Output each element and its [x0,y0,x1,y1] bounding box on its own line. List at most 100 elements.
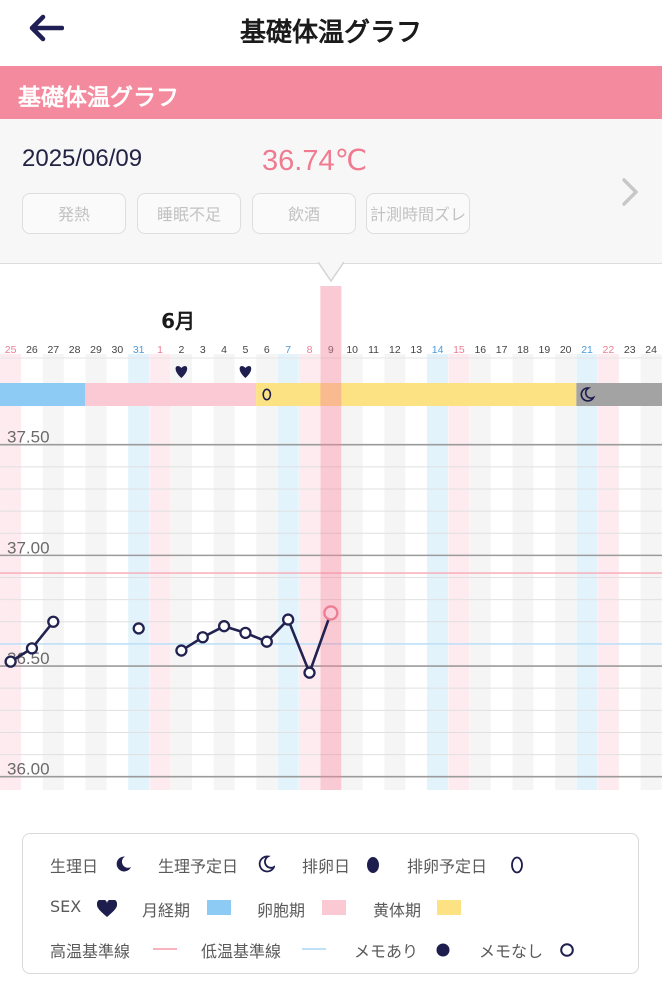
tag-time-shift[interactable]: 計測時間ズレ [366,193,470,234]
day-column-bg [256,354,278,790]
day-label: 2 [178,344,184,356]
egg-filled-icon [367,857,379,873]
tag-drinking[interactable]: 飲酒 [252,193,356,234]
tag-lack-of-sleep[interactable]: 睡眠不足 [137,193,241,234]
day-label: 4 [221,344,227,356]
temperature-line-segment [286,618,311,674]
legend-label-luteal: 黄体期 [373,901,422,920]
selected-date: 2025/06/09 [22,145,143,172]
selected-temperature: 36.74℃ [262,145,368,177]
day-label: 25 [5,344,17,356]
day-label: 13 [410,344,422,356]
moon-outline-icon [580,387,596,402]
luteal-swatch [437,900,461,915]
phase-band-predicted [576,383,662,406]
day-label: 16 [474,344,486,356]
day-label: 27 [47,344,59,356]
day-column-bg [42,354,64,790]
selected-day-highlight [320,286,342,790]
section-title: 基礎体温グラフ [18,85,179,111]
high-baseline-swatch [153,948,177,950]
day-label: 20 [560,344,572,356]
app-bar: 基礎体温グラフ [0,0,662,64]
day-column-bg [597,354,619,790]
day-label: 29 [90,344,102,356]
legend-label-period: 生理日 [50,857,99,876]
legend-label-ovulation: 排卵日 [302,857,351,876]
legend-label-sex: SEX [50,897,82,916]
day-label: 21 [581,344,593,356]
egg-outline-icon [511,856,523,874]
temperature-point [260,635,273,648]
day-label: 7 [285,344,291,356]
day-column-bg [427,354,449,790]
day-label: 1 [157,344,163,356]
arrow-left-icon [29,14,64,42]
y-tick-label: 36.00 [7,760,50,779]
y-tick-label: 37.50 [7,428,50,447]
day-label: 24 [645,344,657,356]
follicular-swatch [322,900,346,915]
tag-fever[interactable]: 発熱 [22,193,126,234]
moon-filled-icon [116,856,131,872]
day-column-bg [555,354,577,790]
day-column-bg [170,354,192,790]
dot-outline-icon [560,943,574,957]
day-label: 19 [539,344,551,356]
day-label: 9 [328,344,334,356]
temperature-line-segment [308,611,333,674]
day-label: 8 [307,344,313,356]
day-column-bg [640,354,662,790]
day-column-bg [512,354,534,790]
chevron-right-icon [622,178,638,206]
temperature-point [303,666,316,679]
day-label: 17 [496,344,508,356]
low-baseline-swatch [302,948,326,950]
legend-label-no-memo: メモなし [479,942,544,961]
day-label: 22 [603,344,615,356]
next-day-button[interactable] [618,175,644,209]
day-column-bg [213,354,235,790]
day-column-bg [299,354,320,790]
legend-label-memo: メモあり [354,942,419,961]
back-button[interactable] [22,8,70,48]
temperature-point [239,626,252,639]
day-column-bg [448,354,470,790]
day-label: 15 [453,344,465,356]
day-column-bg [128,354,150,790]
menstrual-swatch [207,900,231,915]
temperature-point [175,644,188,657]
egg-outline-icon [262,388,272,401]
day-column-bg [277,354,299,790]
legend-label-high-baseline: 高温基準線 [50,942,131,961]
day-label: 14 [432,344,444,356]
day-label: 5 [243,344,249,356]
month-label: 6月 [161,309,195,333]
legend-label-follicular: 卵胞期 [257,901,306,920]
selection-pointer [318,262,344,282]
day-label: 11 [368,344,379,356]
legend-label-period-predicted: 生理予定日 [158,857,239,876]
day-label: 18 [517,344,529,356]
heart-icon [97,900,117,917]
day-column-bg [85,354,107,790]
selected-temperature-point [323,605,339,621]
temperature-point [4,655,17,668]
moon-outline-icon [258,855,275,873]
day-label: 28 [69,344,81,356]
day-info-panel: 2025/06/09 36.74℃ 発熱 睡眠不足 飲酒 計測時間ズレ [0,119,662,264]
day-column-bg [576,354,598,790]
temperature-point [196,631,209,644]
legend-label-menstrual: 月経期 [142,901,191,920]
day-column-bg [469,354,491,790]
legend-label-ovulation-predicted: 排卵予定日 [407,857,488,876]
day-column-bg [149,354,171,790]
heart-icon [239,366,252,378]
day-label: 12 [389,344,401,356]
page-title: 基礎体温グラフ [239,18,422,48]
day-column-bg [0,354,22,790]
legend: 生理日 生理予定日 排卵日 排卵予定日 SEX 月経期 卵胞期 黄体期 高温基準… [22,833,639,974]
day-label: 3 [200,344,206,356]
day-column-bg [341,354,363,790]
